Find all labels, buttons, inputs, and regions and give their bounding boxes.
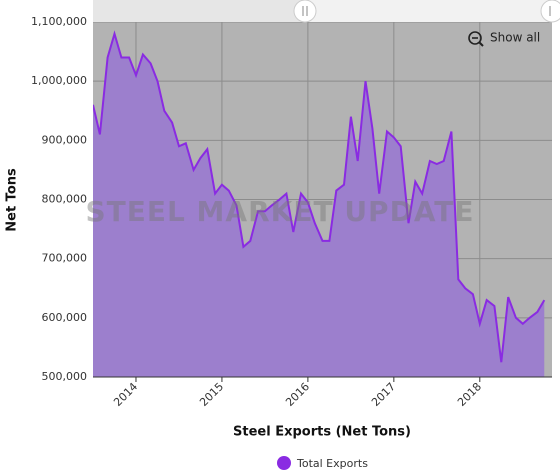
- x-tick-label: 2015: [197, 380, 226, 409]
- series-line: [93, 30, 546, 363]
- y-tick-label: 500,000: [42, 370, 88, 383]
- y-tick-label: 800,000: [42, 193, 88, 206]
- x-tick-label: 2018: [455, 380, 484, 409]
- scroller-handle[interactable]: [293, 0, 317, 23]
- x-tick-label: 2017: [369, 380, 398, 409]
- legend-label: Total Exports: [296, 457, 368, 470]
- y-tick-label: 1,000,000: [31, 74, 87, 87]
- y-tick-label: 600,000: [42, 311, 88, 324]
- area-fill: [93, 33, 545, 377]
- zoom-icon: [478, 41, 484, 47]
- scroller-handle[interactable]: [540, 0, 560, 23]
- show-all-button[interactable]: Show all: [468, 31, 540, 47]
- scroller-track: [93, 0, 305, 22]
- legend-marker: [277, 456, 291, 470]
- zoom-icon: [468, 31, 482, 45]
- y-tick-label: 900,000: [42, 133, 88, 146]
- x-axis-title: Steel Exports (Net Tons): [233, 425, 411, 440]
- y-tick-label: 1,100,000: [31, 15, 87, 28]
- y-axis-title: Net Tons: [5, 168, 20, 232]
- y-tick-label: 700,000: [42, 252, 88, 265]
- x-tick-label: 2016: [283, 380, 312, 409]
- x-tick-label: 2014: [111, 380, 140, 409]
- watermark: STEEL MARKET UPDATE: [85, 195, 474, 228]
- button-label[interactable]: Show all: [490, 31, 540, 45]
